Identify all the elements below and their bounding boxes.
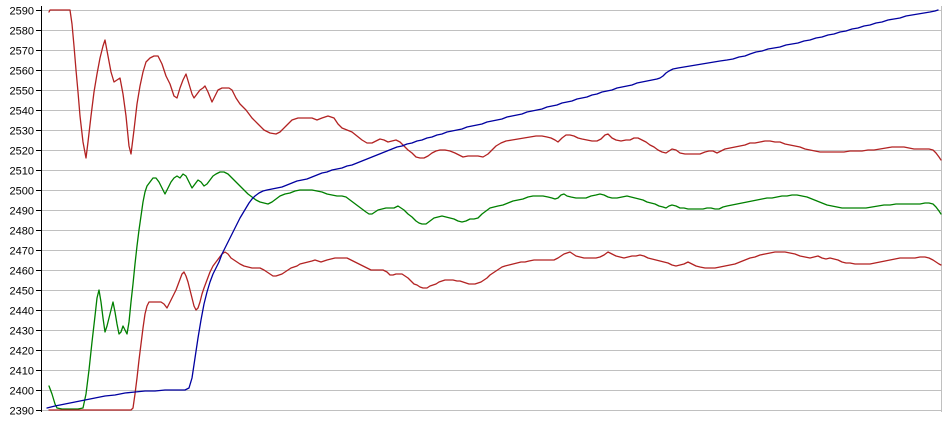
y-axis-label-2440: 2440	[10, 306, 34, 318]
y-axis-label-2410: 2410	[10, 366, 34, 378]
y-axis-label-2470: 2470	[10, 246, 34, 258]
y-axis-label-2460: 2460	[10, 266, 34, 278]
y-axis-label-2520: 2520	[10, 146, 34, 158]
series-red-upper-line	[48, 9, 942, 161]
y-axis-label-2590: 2590	[10, 6, 34, 18]
y-axis-label-2430: 2430	[10, 326, 34, 338]
series-red-lower-line	[48, 251, 942, 411]
y-axis-label-2390: 2390	[10, 406, 34, 418]
y-axis-label-2570: 2570	[10, 46, 34, 58]
series-blue-trend-line	[46, 9, 939, 409]
y-axis-label-2500: 2500	[10, 186, 34, 198]
y-axis-label-2530: 2530	[10, 126, 34, 138]
y-axis-label-2550: 2550	[10, 86, 34, 98]
y-axis-label-2420: 2420	[10, 346, 34, 358]
y-axis-label-2480: 2480	[10, 226, 34, 238]
y-axis-label-2540: 2540	[10, 106, 34, 118]
y-axis-label-2580: 2580	[10, 26, 34, 38]
y-axis-label-2560: 2560	[10, 66, 34, 78]
y-axis-label-2400: 2400	[10, 386, 34, 398]
series-green-mid-line	[48, 171, 942, 410]
y-axis-label-2450: 2450	[10, 286, 34, 298]
y-axis-label-2490: 2490	[10, 206, 34, 218]
y-axis-label-2510: 2510	[10, 166, 34, 178]
